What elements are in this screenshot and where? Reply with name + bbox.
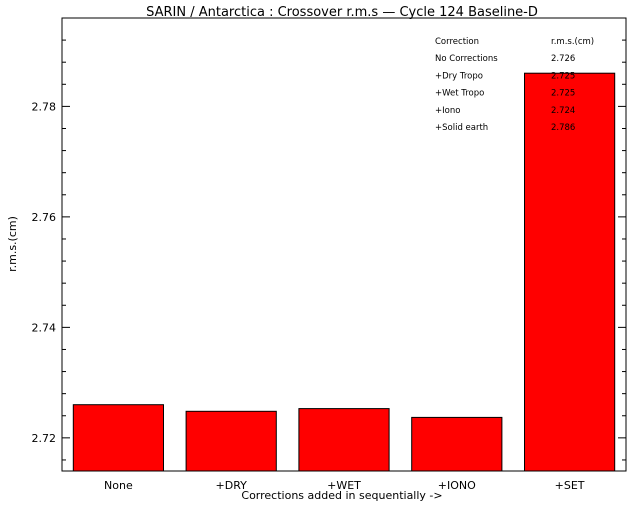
y-tick-label: 2.72 <box>32 432 57 445</box>
x-tick-label: +WET <box>327 479 361 492</box>
legend-row-label: +Wet Tropo <box>435 89 484 99</box>
legend-row-value: 2.724 <box>551 106 575 116</box>
legend-row-label: No Corrections <box>435 54 498 64</box>
bar-1 <box>185 410 277 472</box>
bar-3 <box>411 416 503 472</box>
x-tick-label: +SET <box>555 479 585 492</box>
bar-2 <box>298 408 390 472</box>
y-axis-label: r.m.s.(cm) <box>6 216 19 272</box>
x-tick-label: +DRY <box>216 479 248 492</box>
legend-row-value: 2.786 <box>551 123 575 133</box>
bar-0 <box>72 404 164 472</box>
bars-group <box>72 72 616 472</box>
legend-row-label: +Solid earth <box>435 123 488 133</box>
y-tick-label: 2.76 <box>32 211 57 224</box>
legend-row-value: 2.726 <box>551 54 575 64</box>
legend-row-label: +Dry Tropo <box>435 71 483 81</box>
x-axis-label: Corrections added in sequentially -> <box>241 489 442 502</box>
legend-header-rms: r.m.s.(cm) <box>551 37 594 47</box>
plot-frame <box>61 17 627 472</box>
legend-row-value: 2.725 <box>551 71 575 81</box>
legend-table: Correction r.m.s.(cm) No Corrections 2.726 +… <box>435 37 594 133</box>
y-axis: 2.72 2.74 2.76 2.78 <box>32 17 626 461</box>
x-tick-label: +IONO <box>438 479 476 492</box>
chart-title: SARIN / Antarctica : Crossover r.m.s — C… <box>146 5 538 20</box>
legend-row-label: +Iono <box>435 106 460 116</box>
legend-row-value: 2.725 <box>551 89 575 99</box>
x-axis: None +DRY +WET +IONO +SET <box>104 479 585 492</box>
x-tick-label: None <box>104 479 133 492</box>
y-tick-label: 2.74 <box>32 321 57 334</box>
legend-header-correction: Correction <box>435 37 479 47</box>
y-tick-label: 2.78 <box>32 100 57 113</box>
